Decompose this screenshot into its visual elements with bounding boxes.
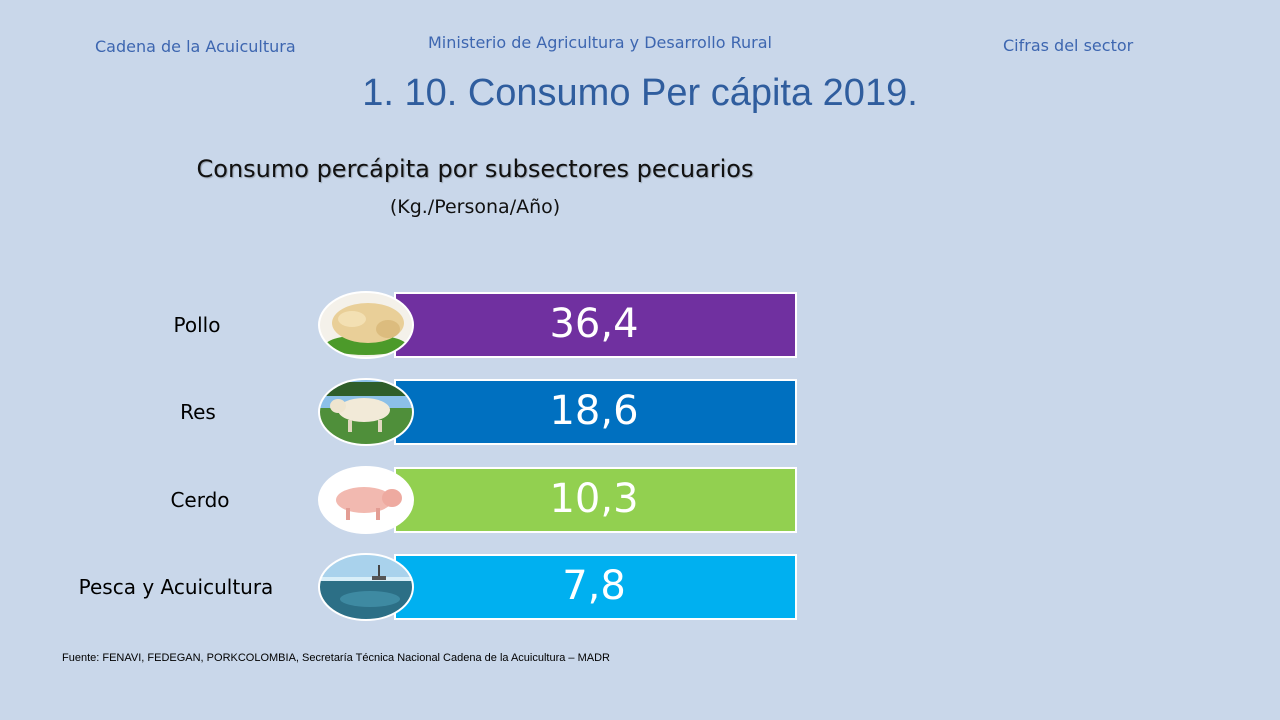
chart-title: Consumo percápita por subsectores pecuar…: [196, 155, 754, 183]
sea-photo-icon: [318, 553, 414, 621]
bar-2: [394, 467, 797, 533]
category-label: Res: [180, 400, 216, 424]
bar-3: [394, 554, 797, 620]
source-note: Fuente: FENAVI, FEDEGAN, PORKCOLOMBIA, S…: [62, 652, 610, 664]
page-title: 1. 10. Consumo Per cápita 2019.: [362, 72, 918, 114]
bar-value-label: 18,6: [549, 388, 638, 434]
category-label: Cerdo: [170, 488, 229, 512]
chicken-photo-icon: [318, 291, 414, 359]
pig-photo-icon: [318, 466, 414, 534]
bar-1: [394, 379, 797, 445]
header-center-text: Ministerio de Agricultura y Desarrollo R…: [428, 33, 772, 52]
header-right-text: Cifras del sector: [1003, 36, 1134, 55]
header-left-text: Cadena de la Acuicultura: [95, 37, 296, 56]
bar-value-label: 7,8: [562, 563, 626, 609]
chart-unit: (Kg./Persona/Año): [389, 196, 561, 218]
category-label: Pollo: [174, 313, 221, 337]
bar-value-label: 10,3: [549, 476, 638, 522]
category-label: Pesca y Acuicultura: [79, 575, 274, 599]
bar-0: [394, 292, 797, 358]
bar-value-label: 36,4: [549, 301, 638, 347]
